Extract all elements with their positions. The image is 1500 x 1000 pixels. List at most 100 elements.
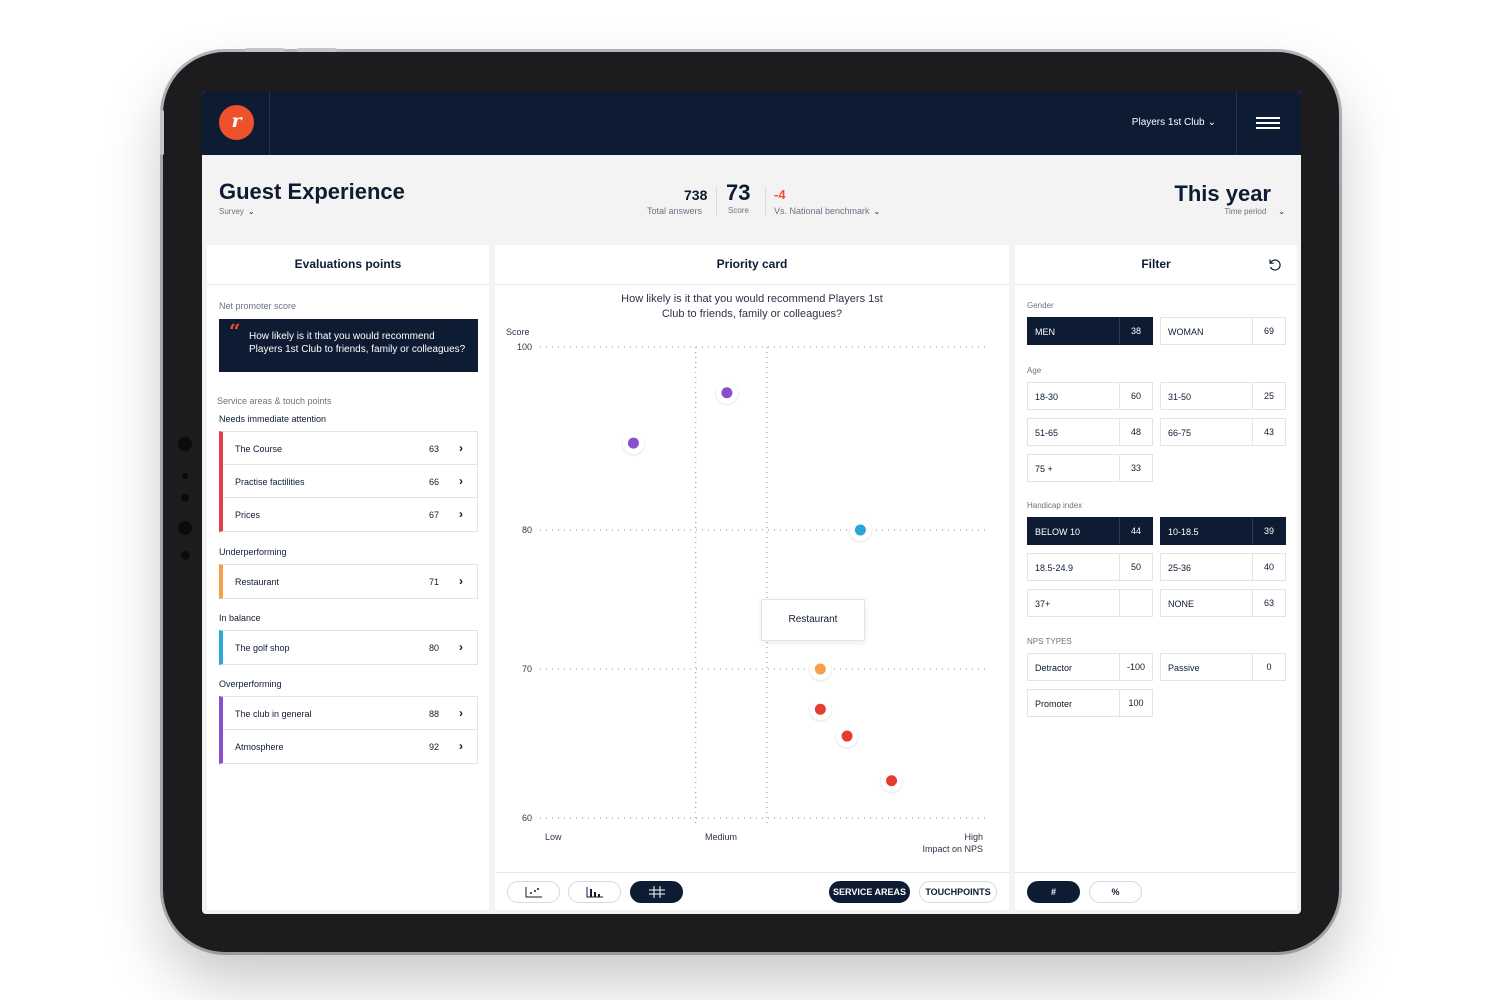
benchmark-selector[interactable]: Vs. National benchmark ⌄ [774,206,880,216]
evaluations-panel: Evaluations points Net promoter score “ … [207,245,489,910]
filter-option[interactable]: MEN 38 [1027,317,1153,345]
filter-option-label: 18-30 [1035,392,1059,402]
filter-option[interactable]: 25-36 40 [1160,553,1286,581]
top-bar: r Players 1st Club ⌄ [202,91,1301,155]
chevron-right-icon[interactable]: › [459,706,463,720]
camera-icon [178,521,192,535]
service-areas-button[interactable]: SERVICE AREAS [829,881,910,903]
evaluation-row[interactable]: Restaurant 71 › [223,565,477,598]
scatter-view-button[interactable] [507,881,560,903]
row-label: The Course [235,444,283,454]
sensor-icon [182,473,188,479]
reset-icon[interactable] [1267,257,1283,273]
survey-label: Survey [219,207,244,216]
total-answers-label: Total answers [647,206,703,216]
filter-option[interactable]: 31-50 25 [1160,382,1286,410]
filter-option[interactable]: 66-75 43 [1160,418,1286,446]
volume-button [245,48,285,52]
filter-option-label: 66-75 [1168,428,1192,438]
bar-view-button[interactable] [568,881,621,903]
survey-selector[interactable]: Survey ⌄ [219,207,255,216]
evaluation-group: The golf shop 80 › [219,630,478,665]
divider [765,187,766,215]
filter-option[interactable]: WOMAN 69 [1160,317,1286,345]
evaluation-row[interactable]: The club in general 88 › [223,697,477,730]
period-label: Time period [1224,207,1267,216]
group-title: Needs immediate attention [219,414,327,424]
menu-icon[interactable] [1256,117,1280,129]
chevron-down-icon: ⌄ [1207,117,1216,128]
filter-option-count: 69 [1252,318,1285,344]
filter-toolbar: # % [1015,872,1297,910]
camera-icon [178,437,192,451]
filter-option-count: 40 [1252,554,1285,580]
club-selector[interactable]: Players 1st Club ⌄ [1132,117,1216,128]
panel-title: Evaluations points [207,245,489,285]
filter-option-label: BELOW 10 [1035,527,1081,537]
sensor-icon [181,494,189,502]
evaluation-row[interactable]: Prices 67 › [223,498,477,531]
filter-option-count: 50 [1119,554,1152,580]
filter-option[interactable]: NONE 63 [1160,589,1286,617]
filter-option-count: 60 [1119,383,1152,409]
filter-option[interactable]: 37+ [1027,589,1153,617]
evaluation-row[interactable]: The golf shop 80 › [223,631,477,664]
nps-question: “ How likely is it that you would recomm… [219,319,478,372]
touchpoints-button[interactable]: TOUCHPOINTS [919,881,997,903]
filter-option[interactable]: 51-65 48 [1027,418,1153,446]
percent-toggle-button[interactable]: % [1089,881,1142,903]
filter-option-count: 44 [1119,518,1152,544]
row-value: 66 [428,477,439,487]
count-toggle-button[interactable]: # [1027,881,1080,903]
chevron-right-icon[interactable]: › [459,640,463,654]
y-tick-label: 70 [522,664,532,674]
matrix-view-button[interactable] [630,881,683,903]
filter-option-count: 43 [1252,419,1285,445]
chevron-right-icon[interactable]: › [459,739,463,753]
filter-option-label: MEN [1035,327,1055,337]
scatter-plot: Score 100 80 70 60 Low Medium High Impact on NPS [506,327,985,854]
filter-option-label: NONE [1168,599,1195,609]
divider [269,91,270,155]
filter-option[interactable]: 18.5-24.9 50 [1027,553,1153,581]
chevron-right-icon[interactable]: › [459,574,463,588]
row-label: Practise factilities [235,477,305,487]
filter-option-count: -100 [1119,654,1152,680]
filter-option-label: 18.5-24.9 [1035,563,1074,573]
page-title: Guest Experience [219,179,405,204]
chevron-right-icon[interactable]: › [459,507,463,521]
x-tick-label: Medium [705,832,737,842]
volume-button [297,48,337,52]
benchmark-delta: -4 [774,187,786,202]
chevron-right-icon[interactable]: › [459,474,463,488]
chart-title-line: How likely is it that you would recommen… [621,293,883,305]
y-tick-label: 60 [522,813,532,823]
filter-option[interactable]: 18-30 60 [1027,382,1153,410]
filter-option[interactable]: BELOW 10 44 [1027,517,1153,545]
filter-option[interactable]: 75 + 33 [1027,454,1153,482]
filter-option[interactable]: Passive 0 [1160,653,1286,681]
evaluation-group: Restaurant 71 › [219,564,478,599]
filter-option[interactable]: Promoter 100 [1027,689,1153,717]
group-title: In balance [219,613,261,623]
filter-option[interactable]: 10-18.5 39 [1160,517,1286,545]
evaluation-row[interactable]: Practise factilities 66 › [223,465,477,498]
data-point [814,703,826,715]
filter-option[interactable]: Detractor -100 [1027,653,1153,681]
chevron-right-icon[interactable]: › [459,441,463,455]
row-label: Restaurant [235,577,280,587]
evaluation-row[interactable]: The Course 63 › [223,432,477,465]
filter-option-label: 75 + [1035,464,1053,474]
evaluation-row[interactable]: Atmosphere 92 › [223,730,477,763]
power-button [160,110,164,155]
divider [1236,91,1237,155]
period-selector[interactable]: Time period ⌄ [1224,207,1285,216]
section-label: Service areas & touch points [217,396,332,406]
app-screen: r Players 1st Club ⌄ Guest Experience Sur… [202,91,1301,914]
divider [716,187,717,215]
nps-label: Net promoter score [219,301,297,311]
evaluation-group: The Course 63 › Practise factilities 66 › Pr… [219,431,478,532]
app-logo[interactable]: r [219,105,254,140]
total-answers-value: 738 [684,187,708,203]
filter-option-label: 51-65 [1035,428,1059,438]
